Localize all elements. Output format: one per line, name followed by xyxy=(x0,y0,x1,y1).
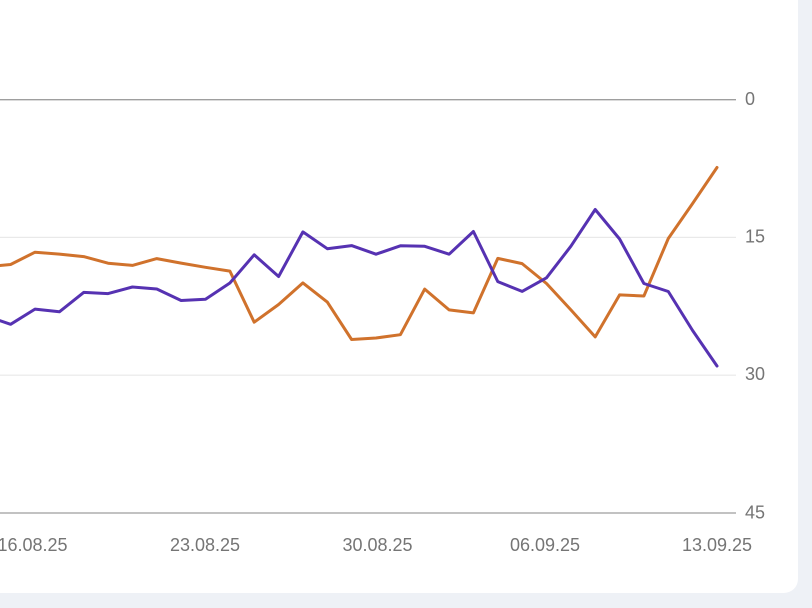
svg-text:30: 30 xyxy=(745,364,765,384)
svg-text:06.09.25: 06.09.25 xyxy=(510,535,580,555)
svg-text:13.09.25: 13.09.25 xyxy=(682,535,752,555)
svg-text:0: 0 xyxy=(745,89,755,109)
svg-text:45: 45 xyxy=(745,502,765,522)
svg-text:30.08.25: 30.08.25 xyxy=(342,535,412,555)
svg-text:16.08.25: 16.08.25 xyxy=(0,535,68,555)
svg-text:15: 15 xyxy=(745,227,765,247)
svg-text:23.08.25: 23.08.25 xyxy=(170,535,240,555)
